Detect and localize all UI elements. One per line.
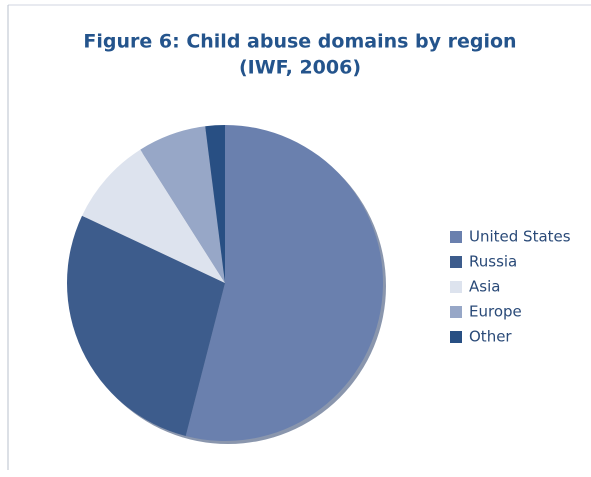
legend-swatch	[450, 281, 462, 293]
legend-label: Europe	[469, 303, 522, 321]
pie-slice	[185, 125, 383, 441]
legend-swatch	[450, 306, 462, 318]
pie-slice	[82, 149, 225, 283]
legend-label: Russia	[469, 253, 517, 271]
chart-title: Figure 6: Child abuse domains by region	[83, 31, 516, 53]
chart-subtitle: (IWF, 2006)	[239, 57, 361, 79]
legend-swatch	[450, 331, 462, 343]
legend-swatch	[450, 231, 462, 243]
pie-slice	[140, 126, 225, 283]
legend-label: Other	[469, 328, 512, 346]
pie-slice	[205, 125, 225, 283]
legend-label: United States	[469, 228, 571, 246]
legend-label: Asia	[469, 278, 500, 296]
pie-slice	[66, 215, 225, 437]
legend-swatch	[450, 256, 462, 268]
